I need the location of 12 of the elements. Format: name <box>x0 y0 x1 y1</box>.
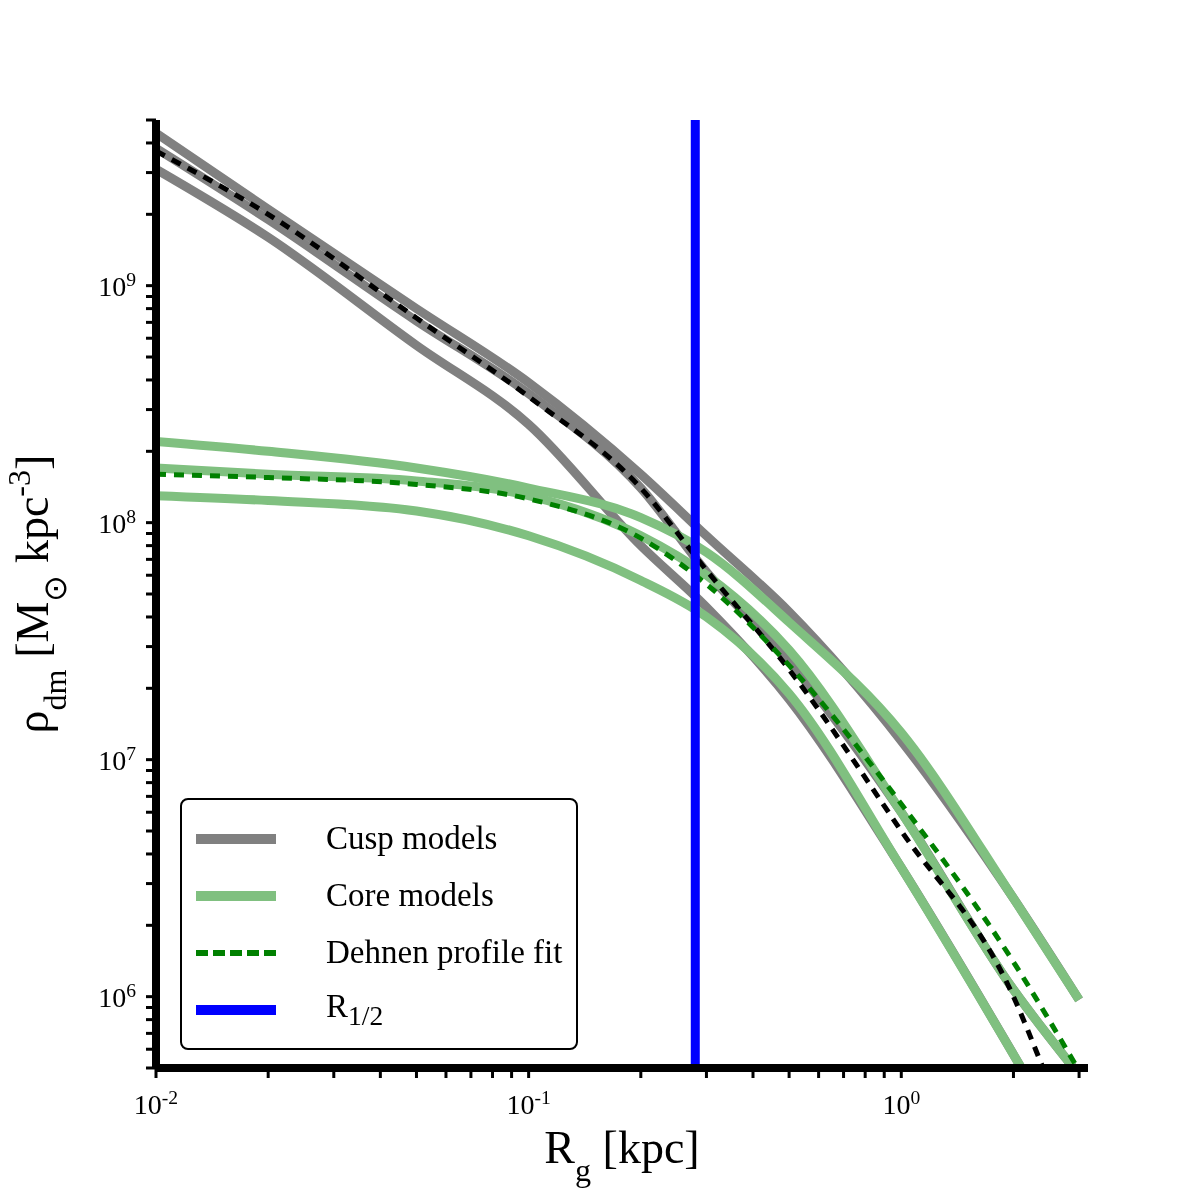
legend-label: Cusp models <box>326 820 498 856</box>
y-tick-label: 10$^{7}$ <box>98 742 137 776</box>
legend-label: R$_{1/2}$ <box>326 987 384 1031</box>
legend-label: Core models <box>326 877 494 913</box>
y-tick-label: 10$^{9}$ <box>98 268 136 302</box>
x-tick-label: 10$^{-1}$ <box>506 1086 551 1120</box>
x-tick-label: 10$^{0}$ <box>882 1086 921 1120</box>
y-tick-label: 10$^{8}$ <box>98 505 137 539</box>
legend-label: Dehnen profile fit <box>326 934 563 970</box>
x-tick-label: 10$^{-2}$ <box>133 1086 179 1120</box>
y-tick-label: 10$^{6}$ <box>98 979 137 1013</box>
x-axis-title: R$_{g}$ [kpc] <box>544 1122 700 1188</box>
